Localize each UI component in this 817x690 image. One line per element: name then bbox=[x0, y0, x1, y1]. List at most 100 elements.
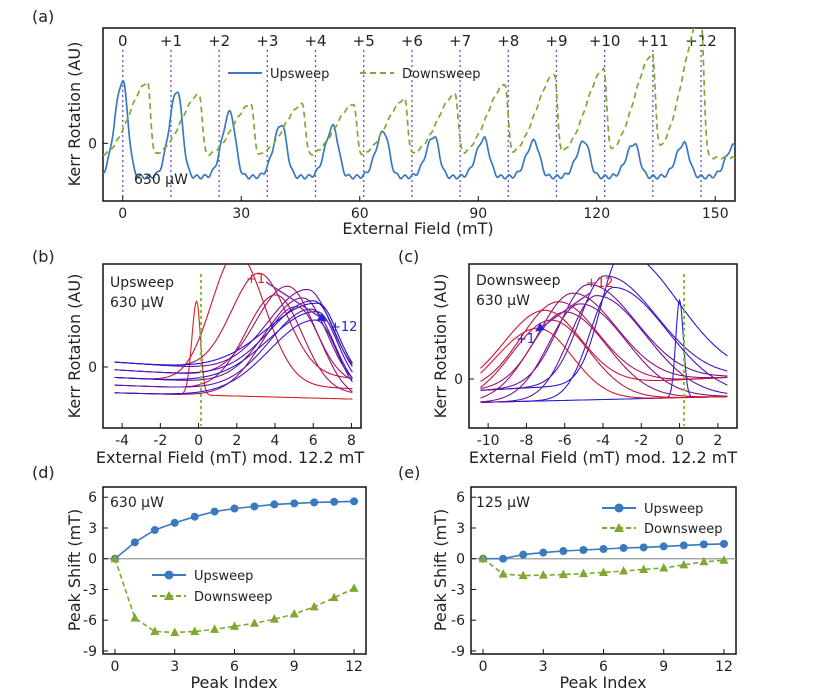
panel-e-label: (e) bbox=[398, 463, 420, 482]
panel-a-ylabel: Kerr Rotation (AU) bbox=[65, 42, 84, 187]
y-tick-label: 0 bbox=[88, 360, 97, 376]
data-point-downsweep bbox=[619, 566, 629, 575]
panel-e-series bbox=[478, 539, 729, 580]
data-point-upsweep bbox=[150, 526, 159, 535]
data-point-upsweep bbox=[659, 542, 668, 551]
x-tick-label: 0 bbox=[479, 659, 488, 675]
x-tick-label: 2 bbox=[232, 433, 241, 449]
data-point-upsweep bbox=[599, 544, 608, 553]
x-tick-label: 12 bbox=[715, 659, 733, 675]
panel-a-x-ticks: 0 30 60 90 120 150 bbox=[118, 196, 729, 222]
data-point-upsweep bbox=[719, 539, 728, 548]
data-point-downsweep bbox=[170, 627, 180, 636]
x-tick-label: -2 bbox=[634, 433, 648, 449]
panel-d-legend: Upsweep Downsweep bbox=[152, 569, 273, 605]
x-tick-label: 30 bbox=[232, 206, 250, 222]
peak-index-label: +7 bbox=[449, 32, 471, 50]
x-tick-label: 0 bbox=[118, 206, 127, 222]
data-point-upsweep bbox=[559, 547, 568, 556]
data-point-upsweep bbox=[330, 497, 339, 506]
legend-e-upsweep-label: Upsweep bbox=[644, 502, 703, 517]
panel-a-label: (a) bbox=[32, 7, 54, 26]
panel-b-frame bbox=[102, 263, 362, 429]
y-tick-label: 0 bbox=[454, 372, 463, 388]
panel-d-label: (d) bbox=[32, 463, 55, 482]
y-tick-label: -9 bbox=[83, 644, 97, 660]
y-tick-label: -6 bbox=[451, 613, 465, 629]
panel-b-arrow bbox=[265, 281, 327, 322]
legend-downsweep-label: Downsweep bbox=[402, 67, 481, 82]
panel-e-ylabel: Peak Shift (mT) bbox=[431, 509, 450, 631]
panel-a-y-ticks: 0 bbox=[88, 136, 108, 152]
legend-e-downsweep-label: Downsweep bbox=[644, 522, 723, 537]
x-tick-label: 60 bbox=[351, 206, 369, 222]
peak-index-label: +4 bbox=[304, 32, 326, 50]
panel-b-y-ticks: 0 bbox=[88, 360, 108, 376]
data-point-upsweep bbox=[499, 554, 508, 563]
panel-b-xlabel: External Field (mT) mod. 12.2 mT bbox=[96, 448, 364, 467]
data-point-upsweep bbox=[170, 518, 179, 527]
x-tick-label: 6 bbox=[599, 659, 608, 675]
x-tick-label: -2 bbox=[153, 433, 167, 449]
data-point-upsweep bbox=[639, 543, 648, 552]
data-point-downsweep bbox=[269, 614, 279, 623]
panel-a: (a) 0 +1 +2 +3 +4 +5 +6 +7 +8 +9 +10 +11 +12 0 30 60 90… bbox=[32, 7, 736, 238]
panel-a-legend: Upsweep Downsweep bbox=[228, 67, 481, 82]
x-tick-label: 6 bbox=[309, 433, 318, 449]
data-point-downsweep bbox=[210, 624, 220, 633]
data-point-upsweep bbox=[270, 500, 279, 509]
x-tick-label: -10 bbox=[477, 433, 500, 449]
sweep-curve bbox=[480, 295, 728, 403]
panel-c-y-ticks: 0 bbox=[454, 372, 474, 388]
peak-index-label: +6 bbox=[401, 32, 423, 50]
panel-a-frame bbox=[102, 27, 736, 202]
panel-e-y-ticks: 6 3 0 -3 -6 -9 bbox=[451, 490, 476, 660]
data-point-downsweep bbox=[309, 601, 319, 611]
data-point-upsweep bbox=[350, 497, 359, 506]
legend-e-upsweep-marker bbox=[614, 503, 624, 513]
sweep-curve bbox=[114, 302, 353, 366]
y-tick-label: 6 bbox=[456, 490, 465, 506]
data-point-downsweep bbox=[699, 556, 709, 566]
panel-d-xlabel: Peak Index bbox=[190, 673, 277, 690]
panel-c-arrow bbox=[535, 292, 591, 332]
data-point-downsweep bbox=[478, 553, 488, 563]
panel-d-power-annotation: 630 μW bbox=[110, 495, 164, 511]
y-tick-label: 6 bbox=[88, 490, 97, 506]
x-tick-label: 3 bbox=[170, 659, 179, 675]
data-point-downsweep bbox=[679, 559, 689, 569]
sweep-curve bbox=[480, 309, 728, 382]
panel-c-arrow-start-label: +12 bbox=[586, 276, 613, 291]
peak-index-label: +10 bbox=[589, 32, 621, 50]
sweep-curve bbox=[480, 303, 728, 403]
panel-c-curves bbox=[480, 264, 728, 403]
data-point-downsweep bbox=[558, 569, 568, 579]
panel-c-xlabel: External Field (mT) mod. 12.2 mT bbox=[469, 448, 737, 467]
data-point-downsweep bbox=[659, 562, 669, 572]
data-point-downsweep bbox=[498, 569, 508, 578]
panel-b-x-ticks: -4 -2 0 2 4 6 8 bbox=[115, 423, 356, 449]
data-point-downsweep bbox=[578, 568, 588, 578]
x-tick-label: 9 bbox=[659, 659, 668, 675]
data-point-upsweep bbox=[539, 548, 548, 557]
y-tick-label: 3 bbox=[88, 521, 97, 537]
series-downsweep-line bbox=[103, 28, 735, 160]
panel-e-power-annotation: 125 μW bbox=[476, 495, 530, 511]
data-point-downsweep bbox=[719, 555, 729, 564]
x-tick-label: -4 bbox=[115, 433, 129, 449]
panel-b-mode: Upsweep bbox=[110, 275, 174, 291]
panel-c-label: (c) bbox=[398, 247, 419, 266]
x-tick-label: 150 bbox=[702, 206, 729, 222]
panel-d-x-ticks: 0 3 6 9 12 bbox=[110, 649, 363, 675]
data-point-upsweep bbox=[250, 502, 259, 511]
data-point-downsweep bbox=[599, 567, 608, 577]
sweep-curve bbox=[114, 319, 353, 395]
y-tick-label: 3 bbox=[456, 521, 465, 537]
data-point-upsweep bbox=[519, 550, 528, 559]
sweep-curve bbox=[480, 275, 728, 391]
peak-index-label: +12 bbox=[685, 32, 717, 50]
x-tick-label: 0 bbox=[194, 433, 203, 449]
data-point-upsweep bbox=[230, 504, 239, 513]
y-tick-label: -6 bbox=[83, 613, 97, 629]
panel-c-x-ticks: -10 -8 -6 -4 -2 0 2 bbox=[477, 423, 722, 449]
